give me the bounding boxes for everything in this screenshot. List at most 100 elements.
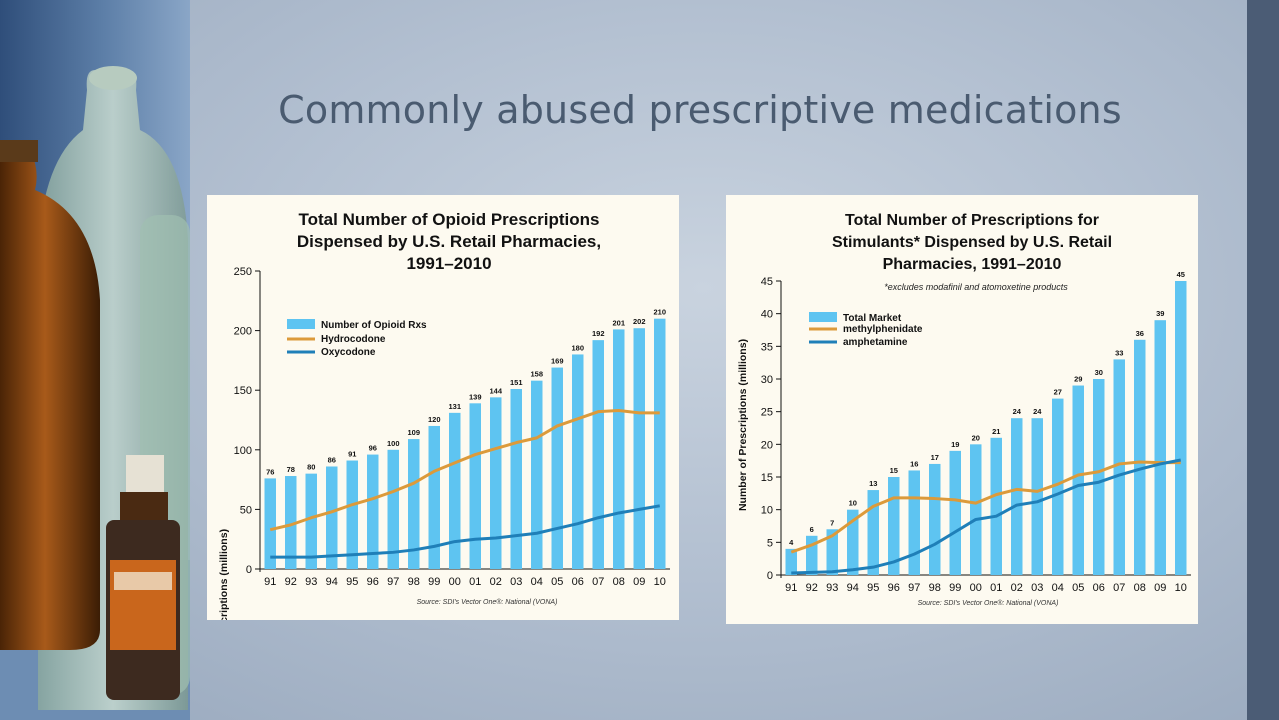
legend-label-bar: Total Market (843, 313, 902, 324)
chart-title-line-2: Stimulants* Dispensed by U.S. Retail (832, 234, 1112, 251)
bar-value-label: 86 (328, 455, 336, 464)
bar-value-label: 151 (510, 378, 523, 387)
x-tick-label: 03 (1031, 582, 1043, 594)
chart-title: Total Number of Opioid Prescriptions Dis… (297, 210, 601, 273)
bar-value-label: 30 (1095, 368, 1103, 377)
bar-92 (806, 535, 818, 575)
bar-99 (428, 425, 440, 569)
legend-label-amphetamine: amphetamine (843, 337, 908, 348)
bar-value-label: 180 (571, 343, 584, 352)
bar-value-label: 139 (469, 392, 482, 401)
bar-95 (346, 460, 358, 569)
x-tick-label: 01 (469, 576, 481, 588)
bar-value-label: 15 (890, 466, 898, 475)
bar-07 (592, 340, 604, 569)
x-tick-label: 99 (949, 582, 961, 594)
x-tick-label: 98 (408, 576, 420, 588)
medicine-bottles-photo (0, 0, 190, 720)
y-tick-label: 30 (761, 374, 773, 386)
bar-07 (1113, 359, 1125, 575)
legend: Total Market methylphenidate amphetamine (809, 312, 923, 348)
bar-value-label: 24 (1033, 407, 1042, 416)
bar-08 (613, 329, 625, 569)
x-tick-label: 93 (826, 582, 838, 594)
chart-title-line-2: Dispensed by U.S. Retail Pharmacies, (297, 232, 601, 251)
y-tick-label: 100 (234, 445, 252, 457)
x-tick-label: 97 (908, 582, 920, 594)
bar-93 (826, 529, 838, 575)
bar-04 (531, 380, 543, 569)
bar-value-label: 27 (1054, 388, 1062, 397)
bar-value-label: 36 (1136, 329, 1144, 338)
opioid-chart-svg: Total Number of Opioid Prescriptions Dis… (218, 210, 670, 620)
x-tick-label: 05 (1072, 582, 1084, 594)
bar-01 (990, 437, 1002, 575)
bar-value-label: 109 (407, 428, 420, 437)
bar-value-label: 78 (287, 465, 295, 474)
x-tick-label: 96 (888, 582, 900, 594)
bar-value-label: 21 (992, 427, 1000, 436)
bar-value-label: 210 (653, 308, 666, 317)
bar-96 (367, 454, 379, 569)
bar-98 (929, 463, 941, 575)
bar-95 (867, 490, 879, 575)
bar-value-label: 29 (1074, 375, 1082, 384)
bar-99 (949, 450, 961, 575)
bar-01 (469, 403, 481, 569)
x-tick-label: 95 (346, 576, 358, 588)
bar-96 (888, 477, 900, 575)
line-oxycodone (270, 504, 661, 559)
y-tick-label: 35 (761, 341, 773, 353)
bar-10 (654, 318, 666, 569)
bar-value-label: 6 (810, 525, 814, 534)
x-tick-label: 07 (592, 576, 604, 588)
y-tick-label: 10 (761, 505, 773, 517)
y-tick-label: 0 (767, 570, 773, 582)
bar-value-label: 45 (1177, 270, 1185, 279)
x-tick-label: 97 (387, 576, 399, 588)
bar-value-label: 80 (307, 463, 315, 472)
legend-label-methylphenidate: methylphenidate (843, 324, 923, 335)
y-tick-label: 45 (761, 276, 773, 288)
bar-value-label: 201 (612, 318, 625, 327)
bar-value-label: 16 (910, 459, 918, 468)
y-axis-label: Number of Prescriptions (millions) (218, 529, 230, 620)
x-tick-label: 02 (490, 576, 502, 588)
bar-value-label: 131 (448, 402, 461, 411)
x-tick-label: 10 (654, 576, 666, 588)
x-tick-label: 08 (1134, 582, 1146, 594)
line-hydrocodone (269, 408, 660, 532)
x-tick-label: 92 (285, 576, 297, 588)
chart-title-line-3: 1991–2010 (406, 254, 491, 273)
bar-06 (1093, 379, 1105, 575)
bar-value-label: 120 (428, 415, 441, 424)
x-tick-label: 09 (1154, 582, 1166, 594)
bar-06 (572, 354, 584, 569)
legend-label-bar: Number of Opioid Rxs (321, 320, 427, 331)
bar-value-label: 192 (592, 329, 605, 338)
legend-swatch-bar (287, 319, 315, 329)
bar-value-label: 17 (931, 453, 939, 462)
bar-91 (785, 548, 797, 575)
x-tick-label: 96 (367, 576, 379, 588)
chart-footnote: *excludes modafinil and atomoxetine prod… (884, 282, 1068, 292)
x-tick-label: 95 (867, 582, 879, 594)
y-tick-label: 200 (234, 326, 252, 338)
bar-value-label: 24 (1013, 407, 1022, 416)
x-tick-label: 10 (1175, 582, 1187, 594)
legend: Number of Opioid Rxs Hydrocodone Oxycodo… (287, 319, 427, 358)
bar-10 (1175, 281, 1187, 575)
bar-value-label: 169 (551, 357, 564, 366)
bar-value-label: 91 (348, 450, 356, 459)
bar-value-label: 100 (387, 439, 400, 448)
bar-03 (510, 389, 522, 569)
x-tick-label: 00 (449, 576, 461, 588)
bar-value-label: 76 (266, 467, 274, 476)
chart-title: Total Number of Prescriptions for Stimul… (832, 212, 1112, 273)
y-tick-label: 150 (234, 385, 252, 397)
bar-09 (1154, 320, 1166, 575)
bar-00 (449, 412, 461, 569)
bar-91 (264, 478, 276, 569)
legend-swatch-bar (809, 312, 837, 322)
